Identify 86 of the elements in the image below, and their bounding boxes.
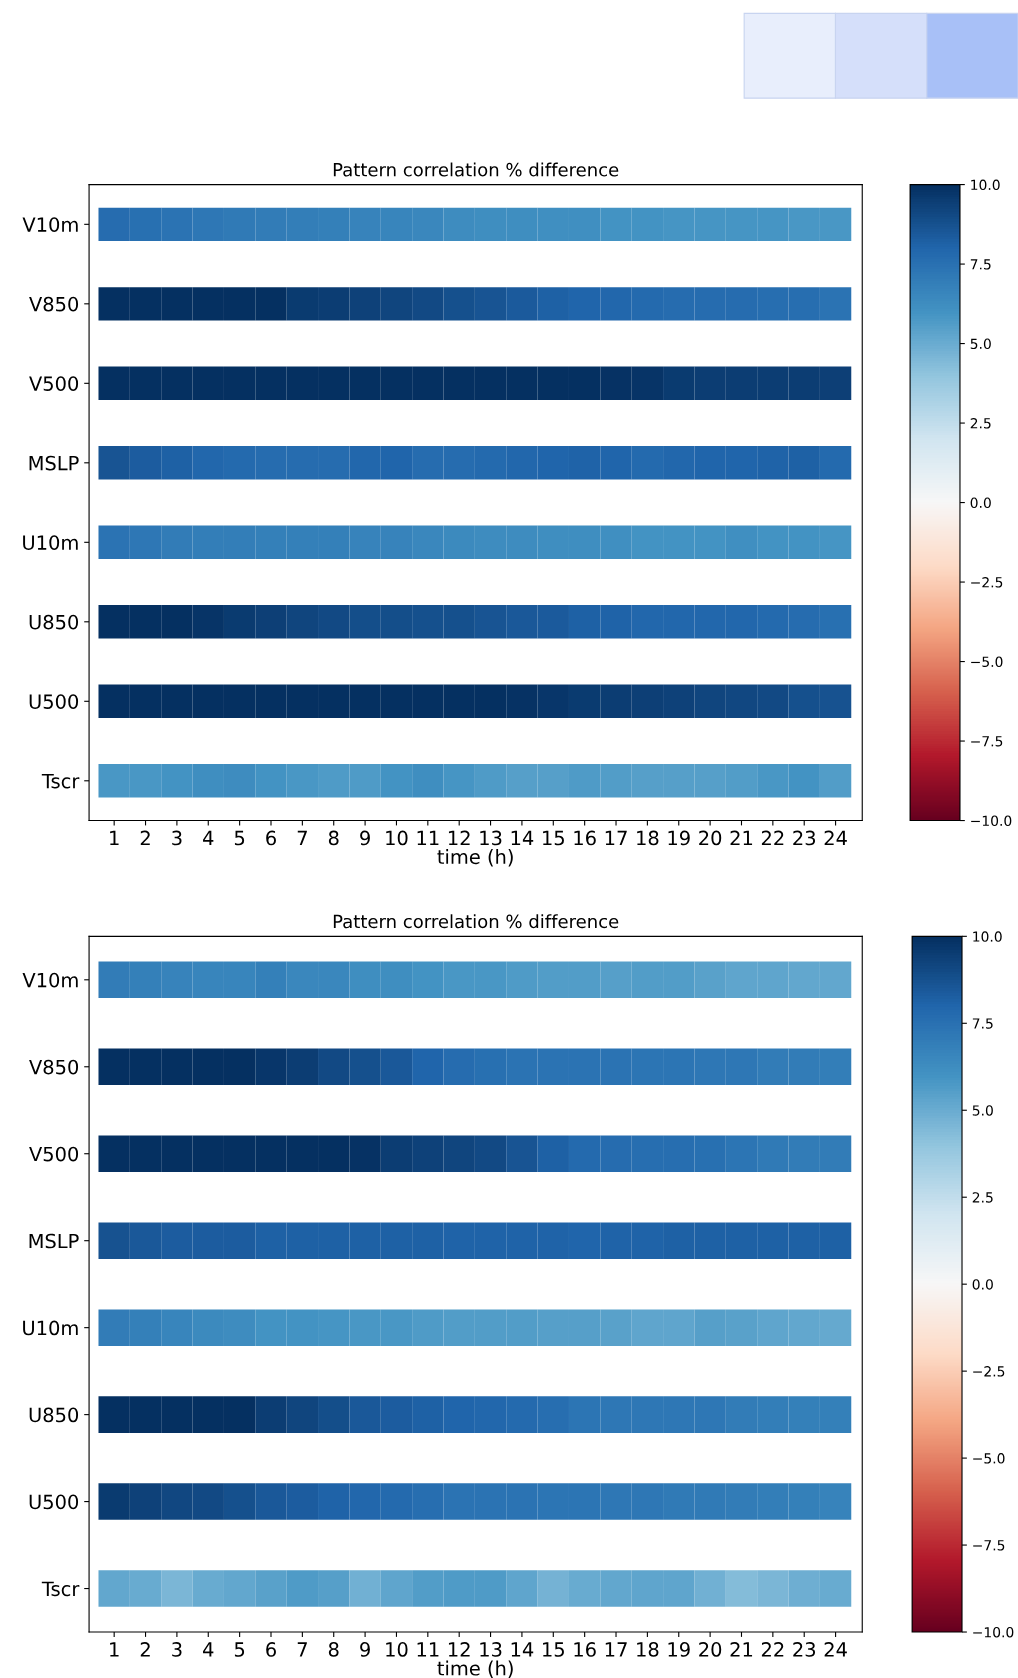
x-tick-label: 4 xyxy=(203,830,214,846)
y-tick-label: U850 xyxy=(29,614,79,630)
y-tick-label: V500 xyxy=(29,376,79,391)
x-tick-label: 8 xyxy=(328,1642,339,1657)
x-tick-label: 18 xyxy=(637,1642,659,1657)
color-bar-label: −7.5 xyxy=(973,1540,1005,1551)
x-tick-label: 5 xyxy=(234,830,245,846)
color-bar-label: 10.0 xyxy=(971,179,1000,191)
color-bar-label: 10.0 xyxy=(973,931,1002,942)
color-bar-label: 5.0 xyxy=(972,1105,993,1116)
x-tick-label: 8 xyxy=(328,830,339,846)
x-tick-label: 12 xyxy=(448,830,470,846)
x-tick-label: 10 xyxy=(386,830,408,846)
y-tick-label: MSLP xyxy=(29,1233,79,1249)
x-tick-label: 11 xyxy=(417,830,439,846)
color-bar-label: 2.5 xyxy=(972,1192,993,1203)
color-bar-label: 5.0 xyxy=(970,338,991,350)
chart-title: Pattern correlation % difference xyxy=(333,914,619,929)
y-tick-label: MSLP xyxy=(29,455,79,471)
color-bar-label: 2.5 xyxy=(970,418,991,429)
color-bar-label: −7.5 xyxy=(971,736,1003,747)
x-tick-label: 11 xyxy=(417,1642,439,1657)
x-tick-label: 18 xyxy=(637,830,659,846)
x-tick-label: 14 xyxy=(511,1642,534,1657)
x-tick-label: 10 xyxy=(386,1642,408,1657)
x-tick-label: 6 xyxy=(266,1642,276,1657)
y-tick-label: U10m xyxy=(23,535,78,550)
x-axis-title: time (h) xyxy=(437,849,513,867)
y-tick-label: Tscr xyxy=(41,774,80,789)
x-tick-label: 3 xyxy=(172,830,182,846)
x-tick-label: 16 xyxy=(574,830,596,846)
y-tick-label: V850 xyxy=(29,296,79,312)
x-tick-label: 9 xyxy=(360,830,370,846)
x-tick-label: 15 xyxy=(543,1642,564,1657)
x-tick-label: 1 xyxy=(110,830,119,846)
x-tick-label: 23 xyxy=(793,830,816,846)
color-bar-label: −2.5 xyxy=(971,577,1003,588)
x-tick-label: 7 xyxy=(297,830,307,846)
x-tick-label: 24 xyxy=(824,830,847,846)
x-tick-label: 12 xyxy=(448,1642,470,1657)
x-tick-label: 23 xyxy=(793,1642,816,1657)
x-tick-label: 4 xyxy=(203,1642,214,1657)
x-tick-label: 13 xyxy=(480,830,502,846)
color-bar-label: 7.5 xyxy=(972,1018,993,1029)
y-tick-label: U10m xyxy=(23,1320,78,1336)
x-tick-label: 22 xyxy=(761,830,784,846)
color-bar-label: −5.0 xyxy=(973,1453,1005,1464)
color-bar-label: −2.5 xyxy=(973,1366,1005,1377)
x-tick-label: 15 xyxy=(543,830,564,846)
x-tick-label: 17 xyxy=(605,830,627,846)
y-tick-label: U850 xyxy=(29,1407,79,1423)
x-tick-label: 21 xyxy=(730,1642,753,1657)
color-bar-label: −10.0 xyxy=(973,1626,1014,1638)
x-tick-label: 6 xyxy=(266,830,276,846)
x-tick-label: 17 xyxy=(605,1642,627,1657)
x-tick-label: 3 xyxy=(172,1642,182,1657)
x-tick-label: 13 xyxy=(480,1642,502,1657)
y-tick-label: V850 xyxy=(29,1059,79,1075)
color-bar-label: 7.5 xyxy=(970,259,991,270)
x-tick-label: 9 xyxy=(360,1642,370,1657)
x-tick-label: 21 xyxy=(730,830,753,846)
y-tick-label: Tscr xyxy=(41,1581,80,1597)
x-axis-title: time (h) xyxy=(437,1660,513,1678)
color-bar-label: −5.0 xyxy=(971,656,1003,668)
chart-title: Pattern correlation % difference xyxy=(333,162,619,177)
y-tick-label: V10m xyxy=(22,217,78,232)
color-bar-label: 0.0 xyxy=(970,497,991,509)
x-tick-label: 2 xyxy=(140,830,150,846)
x-tick-label: 20 xyxy=(699,830,722,846)
x-tick-label: 22 xyxy=(761,1642,784,1657)
x-tick-label: 1 xyxy=(110,1642,119,1657)
x-tick-label: 16 xyxy=(574,1642,596,1657)
y-tick-label: V10m xyxy=(22,972,78,988)
color-bar-label: 0.0 xyxy=(972,1279,993,1290)
y-tick-label: U500 xyxy=(29,1494,79,1510)
x-tick-label: 24 xyxy=(824,1642,847,1657)
color-bar-label: −10.0 xyxy=(971,815,1012,827)
x-tick-label: 5 xyxy=(234,1642,245,1657)
y-tick-label: V500 xyxy=(29,1146,79,1162)
x-tick-label: 20 xyxy=(699,1642,722,1657)
x-tick-label: 19 xyxy=(668,1642,690,1657)
x-tick-label: 14 xyxy=(511,830,534,846)
x-tick-label: 7 xyxy=(297,1642,307,1657)
x-tick-label: 19 xyxy=(668,830,690,846)
x-tick-label: 2 xyxy=(140,1642,150,1657)
y-tick-label: U500 xyxy=(29,694,79,709)
